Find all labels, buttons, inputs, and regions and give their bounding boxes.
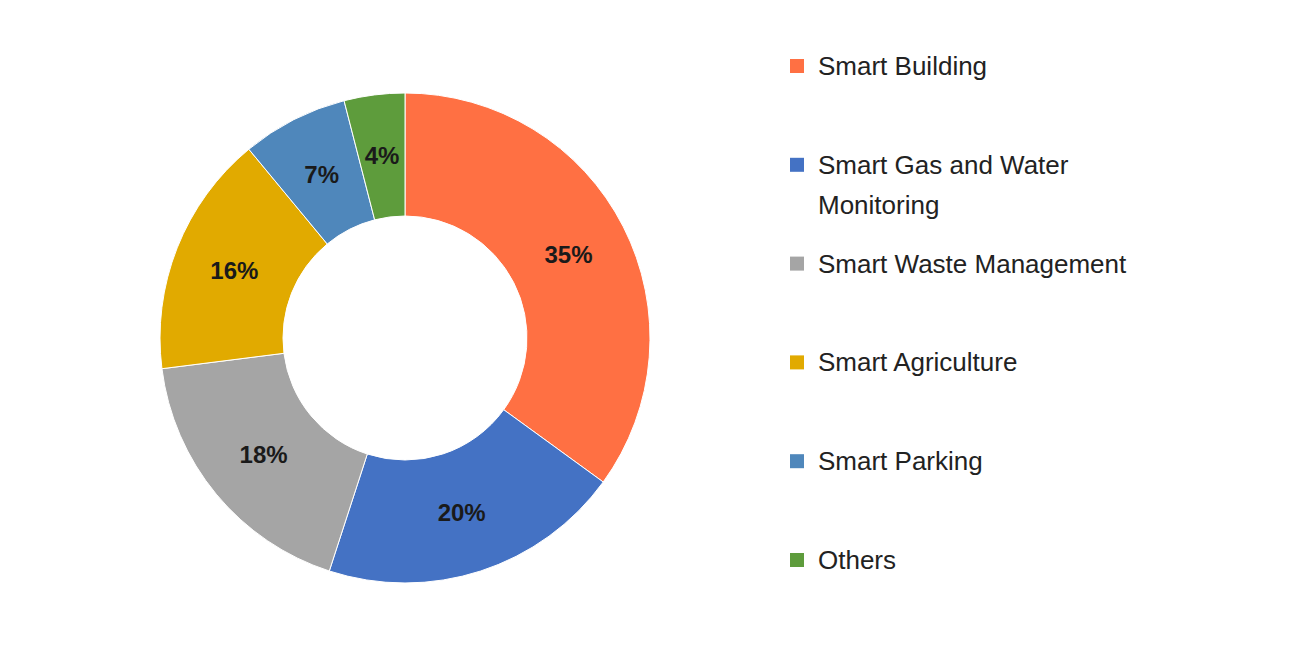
data-label: 16% — [210, 257, 258, 284]
legend-line: Smart Building — [818, 51, 987, 81]
data-label: 18% — [240, 441, 288, 468]
legend-line: Monitoring — [818, 190, 939, 220]
legend-swatch — [790, 454, 804, 468]
legend-line: Smart Agriculture — [818, 347, 1017, 377]
legend-line: Smart Waste Management — [818, 249, 1127, 279]
slice — [329, 410, 603, 583]
legend-swatch — [790, 59, 804, 73]
legend-label: Smart Agriculture — [818, 347, 1017, 377]
legend-line: Smart Gas and Water — [818, 150, 1069, 180]
legend-line: Smart Parking — [818, 446, 983, 476]
legend-label: Smart Gas and Water Monitoring — [818, 150, 1069, 220]
data-label: 35% — [544, 241, 592, 268]
slices — [160, 93, 650, 583]
legend-swatch — [790, 257, 804, 271]
chart: 35% 20% 18% 16% 7% 4% Smart Building Smart Gas … — [0, 0, 1313, 662]
data-label: 7% — [304, 161, 339, 188]
slice — [162, 353, 367, 571]
legend-label: Smart Parking — [818, 446, 983, 476]
data-labels: 35% 20% 18% 16% 7% 4% — [210, 142, 592, 526]
slice — [405, 93, 650, 482]
legend-label: Smart Waste Management — [818, 249, 1127, 279]
slice — [344, 93, 405, 220]
legend-label: Others — [818, 545, 896, 575]
legend-label: Smart Building — [818, 51, 987, 81]
legend-swatch — [790, 355, 804, 369]
data-label: 4% — [365, 142, 400, 169]
legend-line: Others — [818, 545, 896, 575]
data-label: 20% — [438, 499, 486, 526]
legend-swatch — [790, 158, 804, 172]
legend-swatch — [790, 553, 804, 567]
legend: Smart Building Smart Gas and Water Monitor… — [790, 51, 1127, 575]
